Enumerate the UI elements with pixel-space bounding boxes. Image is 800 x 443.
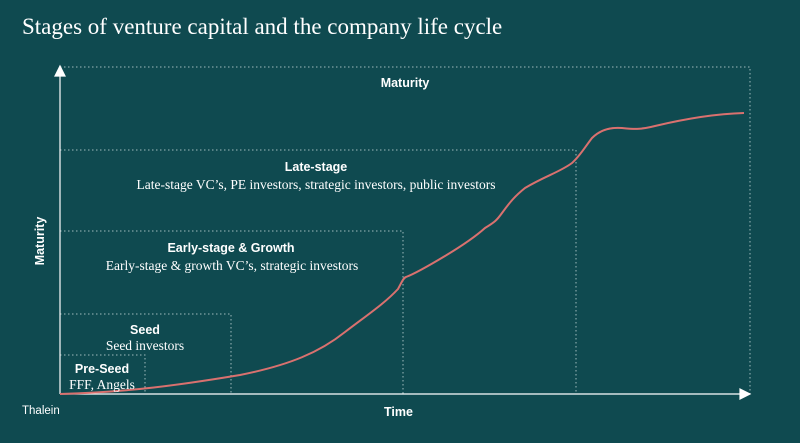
stage-maturity-title: Maturity — [380, 76, 430, 90]
stage-late-title: Late-stage — [284, 160, 348, 174]
stage-early-title: Early-stage & Growth — [167, 241, 295, 255]
x-axis-label: Time — [384, 405, 413, 419]
stage-pre-seed-subtitle: FFF, Angels — [69, 377, 135, 392]
stage-pre-seed-title: Pre-Seed — [74, 362, 130, 376]
x-axis-arrow-icon — [739, 388, 752, 400]
y-axis-arrow-icon — [54, 64, 66, 77]
growth-curve — [59, 112, 745, 395]
stage-box-pre-seed — [60, 354, 146, 394]
stage-early-subtitle: Early-stage & growth VC’s, strategic inv… — [105, 258, 359, 273]
stage-late-subtitle: Late-stage VC’s, PE investors, strategic… — [136, 177, 496, 192]
stage-box-maturity — [60, 66, 751, 394]
stage-box-late-stage — [60, 149, 577, 394]
stage-seed-title: Seed — [130, 323, 160, 337]
brand-logo-text: Thalein — [22, 405, 60, 417]
stage-seed-subtitle: Seed investors — [105, 338, 185, 353]
page-title: Stages of venture capital and the compan… — [22, 14, 503, 39]
y-axis-label: Maturity — [33, 216, 47, 266]
stage-box-seed — [60, 313, 232, 394]
